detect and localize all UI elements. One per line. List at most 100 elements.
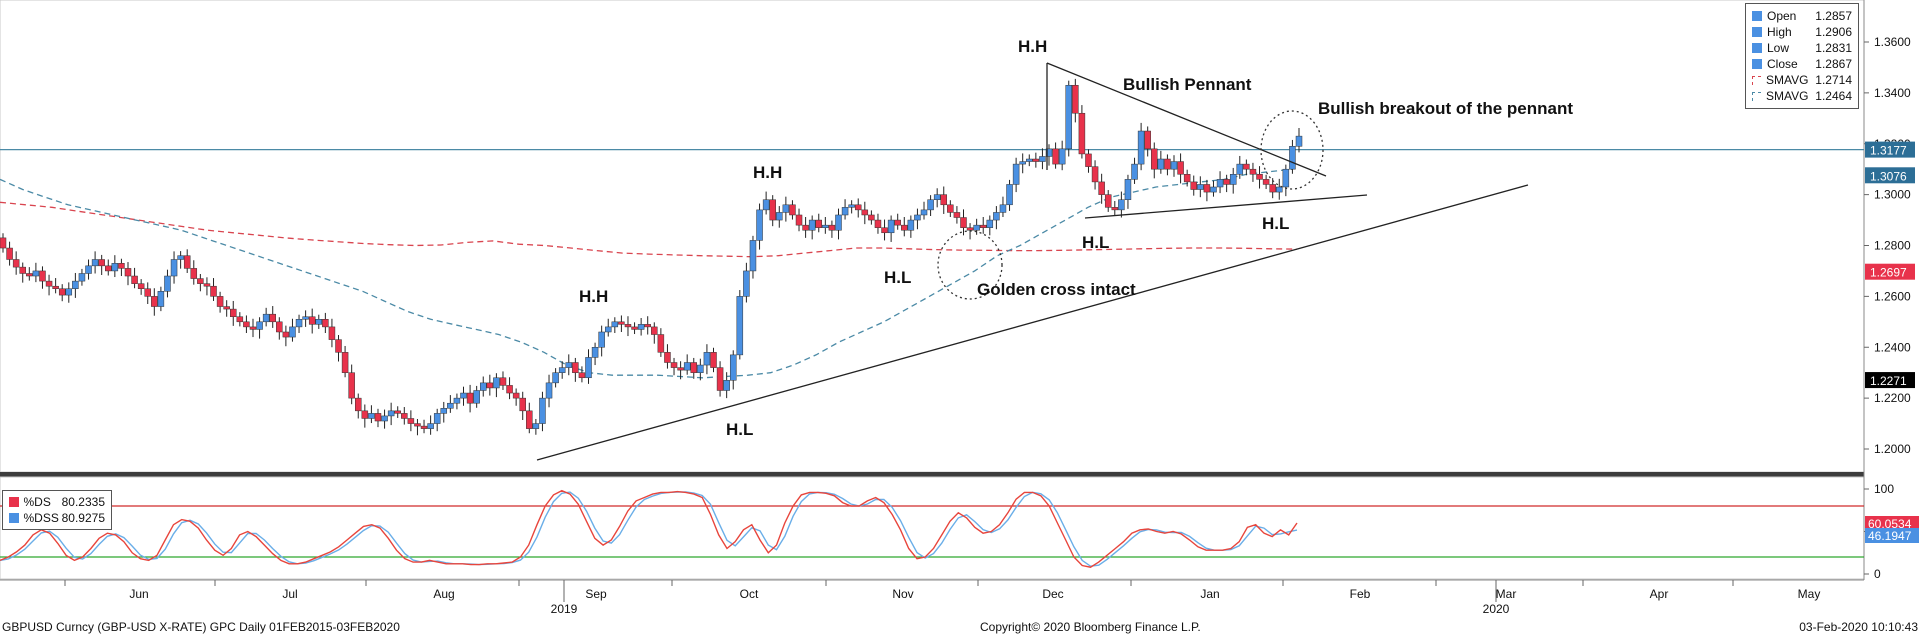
candle-body [749, 240, 757, 272]
stoch-legend-row: %DSS 80.9275 [3, 510, 111, 526]
stoch-tag-label: 60.0534 [1868, 517, 1912, 531]
candle-body [1282, 168, 1290, 188]
candle-body [657, 334, 665, 353]
candle-body [624, 324, 632, 328]
candle-body [1210, 186, 1217, 193]
candle-body [374, 413, 382, 422]
candle-body [1216, 179, 1224, 188]
stoch-tag-label: 46.1947 [1868, 529, 1912, 543]
candle-body [1019, 161, 1026, 165]
legend-value: 80.2335 [61, 495, 105, 509]
candle-body [670, 362, 678, 368]
candle-body [32, 270, 40, 277]
candle-body [26, 273, 33, 277]
annotation-breakout: Bullish breakout of the pennant [1318, 99, 1573, 118]
candle-body [697, 364, 704, 373]
footer-timestamp: 03-Feb-2020 10:10:43 [1799, 620, 1918, 634]
candle-body [401, 413, 408, 419]
candle-body [986, 219, 994, 228]
candle-body [604, 326, 612, 333]
candle-body [407, 418, 415, 424]
candle-body [1183, 174, 1191, 183]
candle-body [776, 212, 783, 221]
candle-body [1078, 112, 1086, 155]
x-year-label: 2019 [551, 602, 578, 616]
panel-divider[interactable] [0, 472, 1864, 477]
candle-body [1190, 181, 1197, 190]
candle-body [795, 214, 803, 226]
candle-body [940, 194, 948, 206]
candle-body [874, 219, 882, 228]
candle-body [387, 410, 395, 417]
candle-body [1236, 163, 1244, 175]
candle-body [19, 266, 26, 274]
candle-body [230, 308, 237, 317]
stoch-panel-border [0, 476, 1865, 580]
candle-body [203, 283, 211, 287]
candle-body [78, 273, 86, 282]
candle-body [960, 217, 967, 228]
candle-body [1157, 158, 1165, 170]
candle-body [1098, 181, 1105, 195]
candle-body [703, 352, 711, 366]
candle-body [1137, 130, 1145, 165]
candle-body [901, 224, 908, 231]
candle-body [710, 352, 717, 368]
candle-body [1256, 174, 1263, 180]
x-month-label: Nov [892, 587, 913, 601]
candle-body [1229, 174, 1237, 185]
candle-body [690, 362, 698, 373]
annotation-hl-sep: H.L [726, 420, 753, 439]
price-tag-label: 1.3076 [1870, 169, 1907, 183]
candle-body [1065, 84, 1072, 150]
x-month-label: Oct [740, 587, 759, 601]
price-tag-box [1865, 263, 1915, 280]
price-legend-row: High 1.2906 [1746, 24, 1858, 40]
candle-body [210, 285, 217, 297]
candle-body [808, 219, 816, 231]
candle-body [170, 259, 178, 277]
x-month-label: Jan [1200, 587, 1219, 601]
candle-body [98, 259, 105, 267]
candle-body [756, 209, 763, 241]
stoch-ds-line [0, 489, 1298, 568]
candle-body [420, 425, 428, 429]
candle-body [512, 392, 520, 399]
legend-swatch [1752, 75, 1761, 85]
candle-body [1131, 163, 1138, 180]
candle-body [157, 291, 165, 307]
candle-body [91, 259, 99, 267]
x-month-label: Mar [1496, 587, 1517, 601]
candle-body [1262, 179, 1270, 185]
candle-body [1197, 184, 1204, 190]
candle-body [1072, 84, 1079, 114]
candle-body [328, 326, 336, 340]
candle-body [39, 270, 46, 282]
price-panel-border [0, 0, 1865, 473]
candle-body [552, 372, 559, 384]
x-month-label: Aug [433, 587, 454, 601]
candle-body [243, 321, 250, 328]
annotation-hl-jan: H.L [1262, 214, 1289, 233]
annotation-hh-oct: H.H [753, 163, 782, 182]
y-tick-label: 1.3400 [1874, 86, 1911, 100]
candle-body [828, 224, 836, 231]
candle-body [723, 380, 730, 391]
candle-body [881, 227, 888, 234]
x-month-label: Jun [129, 587, 148, 601]
candle-body [164, 275, 171, 292]
legend-value: 1.2906 [1815, 25, 1852, 39]
candle-body [914, 214, 921, 221]
candle-body [118, 263, 125, 269]
legend-swatch [1752, 59, 1762, 69]
candle-body [591, 347, 599, 358]
candle-body [45, 280, 53, 287]
candle-body [1058, 148, 1066, 165]
candle-body [381, 415, 388, 422]
candle-body [979, 224, 987, 228]
footer-copyright: Copyright© 2020 Bloomberg Finance L.P. [980, 620, 1201, 634]
candle-body [1151, 148, 1158, 170]
y-tick-label: 1.2600 [1874, 289, 1911, 303]
candle-body [460, 392, 467, 399]
candle-body [532, 423, 540, 429]
